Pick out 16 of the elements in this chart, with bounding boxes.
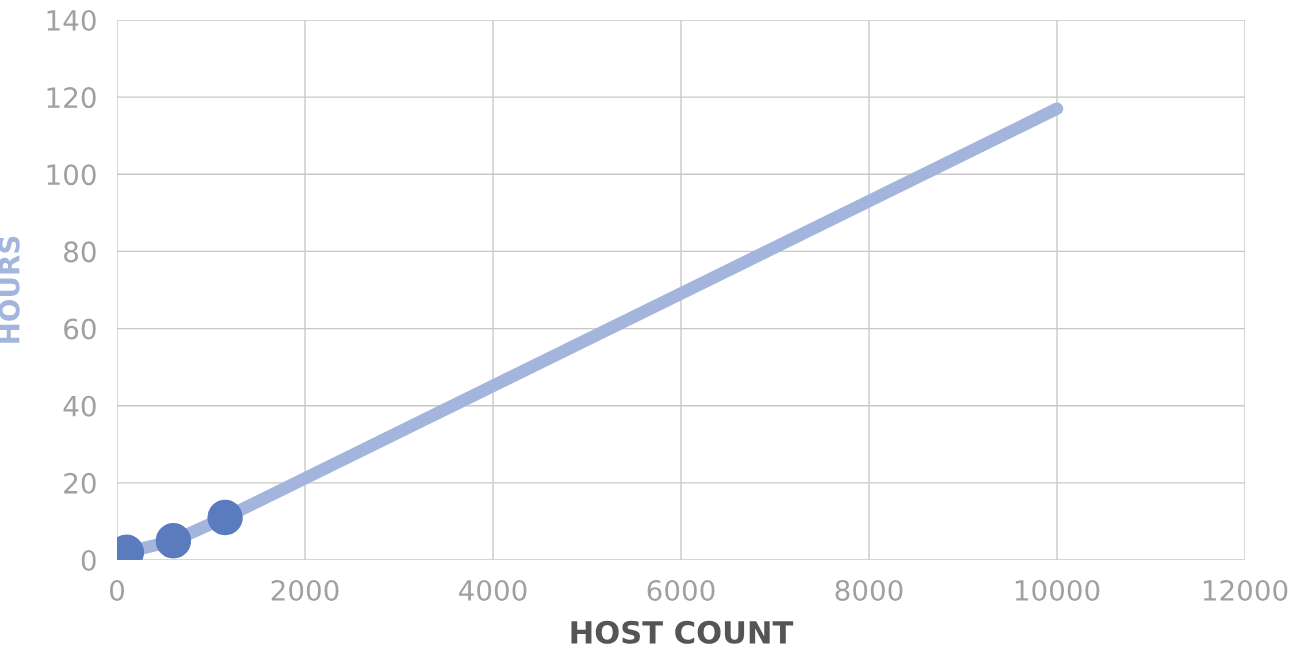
x-tick-label: 2000 xyxy=(271,579,339,601)
y-tick-label: 100 xyxy=(47,164,96,186)
x-tick-label: 8000 xyxy=(835,579,903,601)
x-tick-label: 10000 xyxy=(1015,579,1100,601)
y-tick-label: 80 xyxy=(64,241,96,263)
x-tick-label: 4000 xyxy=(459,579,527,601)
y-tick-label: 140 xyxy=(47,9,96,31)
y-tick-label: 0 xyxy=(81,549,96,571)
y-tick-label: 120 xyxy=(47,87,96,109)
x-tick-label: 6000 xyxy=(647,579,715,601)
x-tick-label: 0 xyxy=(109,579,124,601)
x-axis-title: HOST COUNT xyxy=(571,620,794,644)
y-tick-label: 40 xyxy=(63,395,96,417)
y-tick-label: 60 xyxy=(64,318,96,340)
y-tick-label: 20 xyxy=(64,472,96,494)
x-tick-label: 12000 xyxy=(1203,579,1288,601)
